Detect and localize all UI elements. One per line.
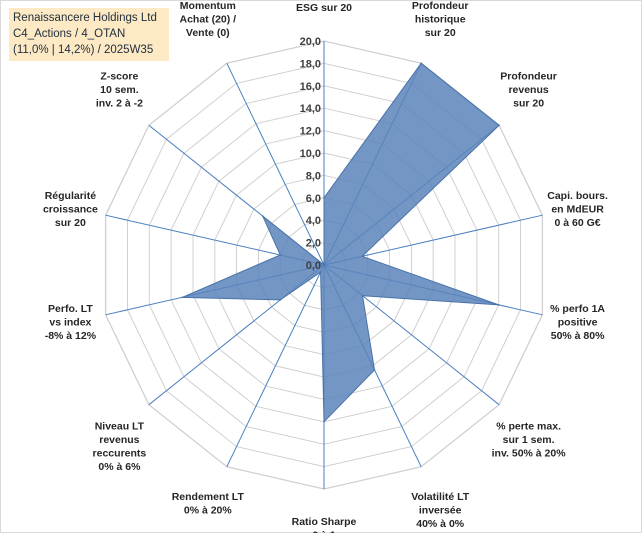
axis-label-line: ESG sur 20: [296, 2, 352, 14]
axis-label-line: inversée: [419, 504, 462, 516]
axis-label-line: reccurents: [93, 447, 147, 459]
data-point: [181, 296, 183, 299]
tick-label: 2,0: [306, 238, 321, 250]
axis-label-line: Volatilité LT: [411, 491, 470, 503]
axis-label: Ratio Sharpe 0 à 1: [292, 516, 357, 533]
company-name: Renaissancere Holdings Ltd: [13, 12, 157, 24]
axis-label: NoteESG sur 20: [296, 0, 352, 14]
tick-label: 14,0: [300, 103, 321, 115]
axis-spoke: [226, 62, 325, 266]
axis-label: % perfo 1A positive 50% à 80%: [550, 303, 605, 342]
tick-label: 10,0: [300, 148, 321, 160]
axis-label-line: Rendement LT: [172, 491, 245, 503]
axis-label-line: inv. 50% à 20%: [492, 447, 567, 459]
data-point: [373, 369, 376, 371]
axis-label-line: Achat (20) /: [179, 14, 236, 26]
axis-label-line: 50% à 80%: [551, 330, 605, 342]
axis-label-line: sur 20: [513, 98, 544, 110]
axis-label-line: Note: [312, 0, 335, 1]
axis-label-line: Régularité: [45, 190, 97, 202]
axis-label-line: inv. 2 à -2: [96, 98, 143, 110]
axis-label-line: sur 20: [55, 217, 86, 229]
data-point: [497, 304, 500, 306]
axis-label-line: Z-score: [100, 71, 138, 83]
axis-label: Régularité croissance sur 20: [43, 190, 98, 229]
axis-label: Rendement LT 0% à 20%: [172, 491, 245, 517]
tick-label: 6,0: [306, 193, 321, 205]
tick-label: 4,0: [306, 215, 321, 227]
axis-label-line: Perfo. LT: [48, 303, 93, 315]
axis-label: Z-score 10 sem. inv. 2 à -2: [96, 71, 143, 110]
axis-label: Capi. bours. en MdEUR 0 à 60 G€: [547, 190, 608, 229]
axis-label-line: revenus: [508, 84, 548, 96]
stats-label: (11,0% | 14,2%) / 2025W35: [13, 44, 154, 56]
axis-spoke: [226, 264, 325, 468]
axis-label-line: 0 à 1: [312, 530, 336, 533]
axis-label-line: croissance: [43, 204, 98, 216]
data-point: [361, 255, 364, 258]
tick-label: 8,0: [306, 170, 321, 182]
axis-label-line: sur 20: [425, 27, 456, 39]
data-point: [261, 215, 264, 217]
data-point: [420, 62, 423, 64]
data-point: [498, 124, 500, 127]
axis-label-line: historique: [415, 14, 466, 26]
tick-label: 18,0: [300, 58, 321, 70]
axis-label: Momentum Achat (20) / Vente (0): [179, 0, 236, 39]
axis-label-line: 40% à 0%: [416, 518, 465, 530]
data-point: [323, 197, 325, 199]
axis-label-line: 0 à 60 G€: [555, 217, 601, 229]
axis-label-line: % perte max.: [496, 420, 561, 432]
data-point: [279, 299, 282, 301]
data-point: [319, 271, 322, 273]
axis-label: Perfo. LT vs index -8% à 12%: [45, 303, 97, 342]
tick-label: 0,0: [306, 260, 321, 272]
tick-label: 20,0: [300, 36, 321, 48]
axis-label-line: Profondeur: [500, 71, 557, 83]
axis-label: % perte max. sur 1 sem. inv. 50% à 20%: [492, 420, 567, 459]
axis-label-line: sur 1 sem.: [503, 434, 555, 446]
axis-label-line: -8% à 12%: [45, 330, 97, 342]
axis-label: Volatilité LT inversée 40% à 0%: [411, 491, 470, 530]
chart-title-box: Renaissancere Holdings Ltd C4_Actions / …: [9, 8, 169, 61]
axis-label-line: Vente (0): [186, 27, 230, 39]
axis-label: Profondeur historique sur 20: [412, 0, 469, 39]
axis-label-line: Niveau LT: [95, 420, 145, 432]
data-point: [323, 421, 325, 423]
axis-label-line: 0% à 6%: [98, 461, 141, 473]
axis-label-line: Capi. bours.: [547, 190, 608, 202]
axis-label-line: positive: [558, 317, 598, 329]
axis-label-line: en MdEUR: [551, 204, 604, 216]
data-point: [279, 254, 282, 256]
axis-label-line: Momentum: [180, 0, 236, 12]
axis-label-line: 0% à 20%: [184, 504, 233, 516]
axis-label: Profondeur revenus sur 20: [500, 71, 557, 110]
axis-label-line: 10 sem.: [100, 84, 139, 96]
axis-label-line: vs index: [49, 317, 91, 329]
axis-label: Niveau LT revenus reccurents 0% à 6%: [93, 420, 147, 473]
data-point: [323, 264, 325, 266]
axis-label-line: Ratio Sharpe: [292, 516, 357, 528]
axis-label-line: Profondeur: [412, 0, 469, 12]
axis-label-line: revenus: [99, 434, 139, 446]
data-point: [361, 294, 364, 297]
axis-label-line: % perfo 1A: [550, 303, 605, 315]
category-label: C4_Actions / 4_OTAN: [13, 28, 126, 40]
tick-label: 16,0: [300, 81, 321, 93]
tick-label: 12,0: [300, 126, 321, 138]
